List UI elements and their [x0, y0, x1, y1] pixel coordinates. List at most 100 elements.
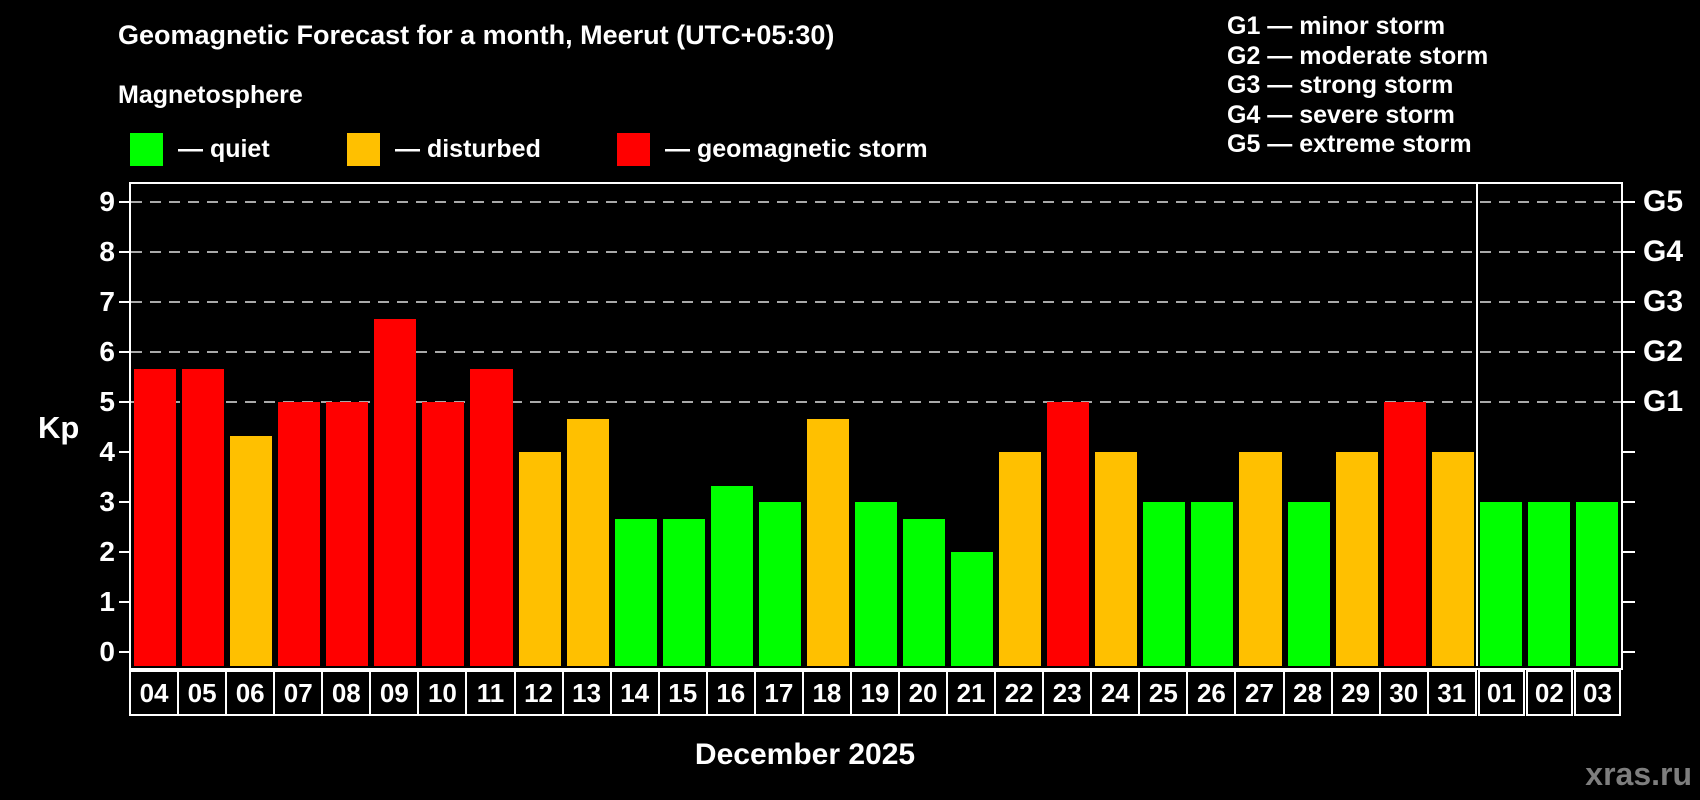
- kp-tick-right-4: [1623, 451, 1635, 453]
- bar-day-07: [278, 402, 321, 666]
- day-label-13: 13: [561, 670, 612, 716]
- kp-axis-label-1: 1: [99, 586, 115, 617]
- kp-axis-label-2: 2: [99, 536, 115, 567]
- kp-tick-left-3: [119, 501, 129, 503]
- day-label-03: 03: [1573, 670, 1621, 716]
- kp-axis-label-0: 0: [99, 636, 115, 667]
- g-axis-label-g5: G5: [1643, 185, 1684, 218]
- storm-color-swatch: [617, 132, 650, 166]
- day-label-21: 21: [946, 670, 997, 716]
- bar-day-09: [374, 318, 417, 666]
- bar-day-12: [518, 452, 561, 666]
- legend-item-disturbed: — disturbed: [347, 131, 541, 167]
- bar-day-21: [951, 552, 994, 666]
- plot-frame: [129, 182, 1623, 670]
- kp-tick-left-5: [119, 401, 129, 403]
- day-label-31: 31: [1426, 670, 1477, 716]
- day-label-28: 28: [1282, 670, 1333, 716]
- day-label-05: 05: [177, 670, 228, 716]
- kp-tick-left-8: [119, 251, 129, 253]
- legend-label-storm: — geomagnetic storm: [665, 134, 928, 163]
- gridline-kp-6: [131, 351, 1621, 353]
- kp-tick-right-0: [1623, 651, 1635, 653]
- bar-day-18: [806, 418, 849, 666]
- bar-day-04: [134, 368, 177, 666]
- bar-day-31: [1431, 452, 1474, 666]
- storm-scale-g4: G4 — severe storm: [1227, 100, 1455, 129]
- storm-scale-legend: G1 — minor storm G2 — moderate storm G3 …: [1227, 12, 1488, 160]
- day-label-26: 26: [1186, 670, 1237, 716]
- g-axis-label-g1: G1: [1643, 385, 1684, 418]
- storm-scale-g1: G1 — minor storm: [1227, 12, 1446, 40]
- day-label-27: 27: [1234, 670, 1285, 716]
- kp-axis-label-8: 8: [99, 236, 115, 267]
- bar-day-08: [326, 402, 369, 666]
- bar-day-05: [182, 368, 225, 666]
- legend-item-quiet: — quiet: [130, 131, 270, 167]
- day-label-12: 12: [513, 670, 564, 716]
- kp-tick-right-2: [1623, 551, 1635, 553]
- legend-label-quiet: — quiet: [178, 134, 270, 163]
- bar-day-19: [854, 502, 898, 666]
- disturbed-color-swatch: [347, 132, 380, 166]
- day-label-17: 17: [753, 670, 804, 716]
- kp-tick-right-3: [1623, 501, 1635, 503]
- kp-tick-right-5: [1623, 401, 1635, 403]
- day-label-08: 08: [321, 670, 372, 716]
- day-label-04: 04: [129, 670, 180, 716]
- gridline-kp-7: [131, 301, 1621, 303]
- bar-day-20: [903, 518, 946, 666]
- bar-day-06: [230, 435, 273, 666]
- bar-day-17: [758, 502, 801, 666]
- g-axis-label-g4: G4: [1643, 235, 1684, 268]
- day-label-10: 10: [417, 670, 468, 716]
- g-axis-label-g3: G3: [1643, 285, 1684, 318]
- kp-tick-left-4: [119, 451, 129, 453]
- day-label-19: 19: [849, 670, 901, 716]
- storm-scale-g5: G5 — extreme storm: [1227, 130, 1472, 159]
- bar-day-25: [1143, 502, 1186, 666]
- day-label-20: 20: [898, 670, 949, 716]
- day-label-18: 18: [801, 670, 852, 716]
- day-label-22: 22: [994, 670, 1045, 716]
- bar-day-22: [999, 452, 1042, 666]
- month-label: December 2025: [694, 738, 916, 771]
- kp-axis-label-4: 4: [99, 436, 115, 467]
- gridline-kp-9: [131, 201, 1621, 203]
- kp-tick-left-6: [119, 351, 129, 353]
- kp-axis-label-7: 7: [99, 286, 115, 317]
- day-label-16: 16: [705, 670, 756, 716]
- gridline-kp-5: [131, 401, 1621, 403]
- day-label-30: 30: [1378, 670, 1429, 716]
- day-label-07: 07: [273, 670, 324, 716]
- chart-title: Geomagnetic Forecast for a month, Meerut…: [118, 20, 835, 50]
- bar-day-01: [1479, 502, 1522, 666]
- day-label-25: 25: [1138, 670, 1189, 716]
- legend-label-disturbed: — disturbed: [395, 134, 541, 163]
- month-separator-line: [1475, 184, 1478, 666]
- bar-day-29: [1335, 452, 1378, 666]
- bar-day-11: [470, 368, 513, 666]
- bar-day-28: [1287, 502, 1330, 666]
- day-label-02: 02: [1525, 670, 1573, 716]
- day-label-23: 23: [1042, 670, 1093, 716]
- day-label-09: 09: [369, 670, 420, 716]
- day-label-15: 15: [657, 670, 708, 716]
- kp-tick-left-1: [119, 601, 129, 603]
- gridline-kp-8: [131, 251, 1621, 253]
- bar-day-03: [1575, 502, 1618, 666]
- day-label-24: 24: [1090, 670, 1141, 716]
- day-label-11: 11: [465, 670, 516, 716]
- bar-day-23: [1047, 402, 1090, 666]
- kp-tick-left-2: [119, 551, 129, 553]
- storm-scale-g3: G3 — strong storm: [1227, 71, 1454, 100]
- storm-scale-g2: G2 — moderate storm: [1227, 41, 1489, 70]
- bar-day-02: [1527, 502, 1570, 666]
- bar-day-24: [1095, 452, 1138, 666]
- kp-tick-right-1: [1623, 601, 1635, 603]
- kp-tick-right-8: [1623, 251, 1635, 253]
- bar-day-13: [566, 418, 609, 666]
- kp-axis-title: Kp: [38, 410, 80, 445]
- bar-day-30: [1383, 402, 1426, 666]
